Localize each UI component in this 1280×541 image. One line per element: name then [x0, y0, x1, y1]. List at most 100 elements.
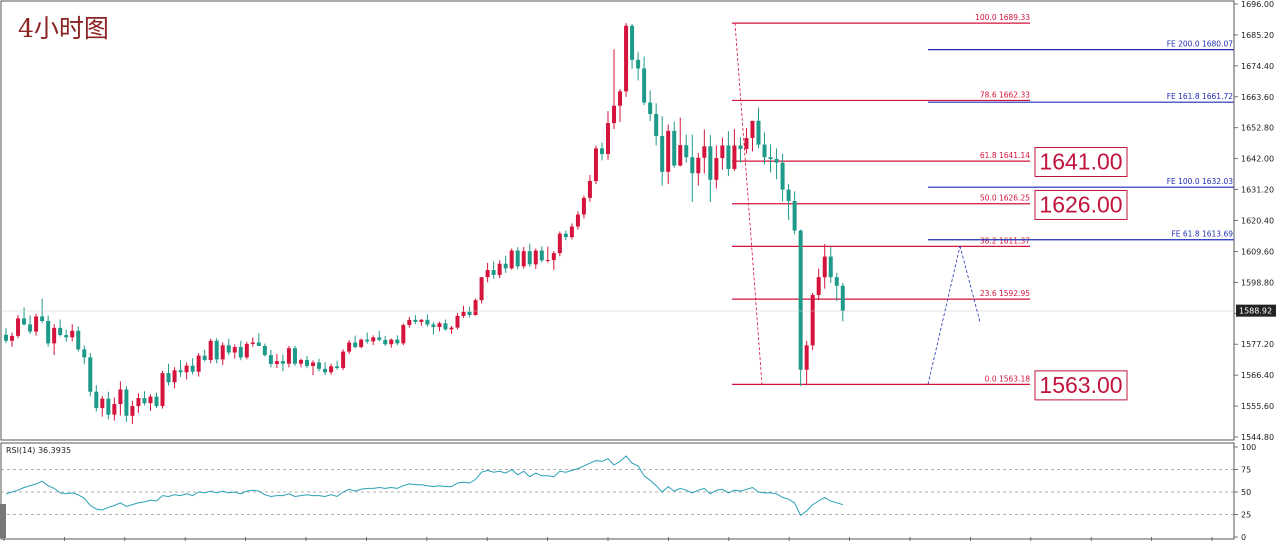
candle-body [431, 324, 436, 328]
candle-body [485, 270, 490, 278]
candle-body [702, 146, 707, 158]
candle-body [696, 157, 701, 174]
candle-body [593, 148, 598, 181]
candle-body [130, 406, 135, 416]
candle-body [774, 158, 779, 163]
candle-body [142, 398, 147, 404]
candle-body [16, 318, 21, 336]
fe-level-label: FE 200.0 1680.07 [1167, 40, 1234, 49]
candle-body [371, 337, 376, 342]
candle-body [401, 325, 406, 344]
rsi-series [5, 455, 843, 517]
candle-body [551, 253, 556, 261]
candle-body [383, 339, 388, 345]
candle-body [497, 263, 502, 275]
fibonacci-retracement[interactable]: 100.0 1689.33 78.6 1662.33 61.8 1641.14 50.… [732, 13, 1030, 385]
candle-body [545, 260, 550, 262]
candle-body [76, 330, 81, 350]
candle-body [587, 180, 592, 198]
candle-body [268, 355, 273, 364]
rsi-axis: 100 75 50 25 0 [1234, 443, 1256, 541]
candle-body [329, 366, 334, 373]
candle-body [190, 365, 195, 372]
candle-body [624, 25, 629, 92]
price-tick-label: 1577.20 [1241, 340, 1274, 349]
candle-body [521, 251, 526, 267]
candle-body [256, 342, 261, 346]
candle-body [738, 145, 743, 149]
candle-body [100, 398, 105, 409]
candle-body [636, 59, 641, 69]
candle-body [413, 319, 418, 322]
candle-body [244, 343, 249, 358]
candle-body [202, 355, 207, 360]
candle-body [106, 398, 111, 415]
candle-body [455, 315, 460, 328]
candle-body [828, 256, 833, 278]
candle-body [286, 348, 291, 364]
price-tick-label: 1566.40 [1241, 371, 1274, 380]
candle-body [136, 398, 141, 407]
candle-body [443, 323, 448, 330]
fib-level-label: 78.6 1662.33 [980, 90, 1030, 99]
candle-body [804, 345, 809, 370]
candle-body [768, 157, 773, 159]
rsi-tick-label: 100 [1241, 443, 1256, 452]
candle-body [437, 323, 442, 328]
price-tick-label: 1609.60 [1241, 247, 1274, 256]
candle-body [840, 285, 845, 311]
fib-level-label: 61.8 1641.14 [980, 151, 1030, 160]
candle-body [353, 342, 358, 348]
current-price-value: 1588.92 [1239, 307, 1272, 316]
candle-body [323, 368, 328, 373]
candle-body [750, 120, 755, 139]
candle-body [34, 316, 39, 332]
candle-body [834, 277, 839, 286]
candle-body [250, 342, 255, 344]
fe-trendline [959, 245, 981, 322]
price-box-label: 1626.00 [1039, 191, 1122, 217]
candle-body [599, 148, 604, 155]
rsi-tick-label: 0 [1241, 533, 1246, 541]
rsi-label: RSI(14) 36.3935 [6, 446, 71, 455]
candle-body [148, 396, 153, 404]
fibonacci-expansion[interactable]: FE 200.0 1680.07 FE 161.8 1661.72 FE 100.0… [928, 40, 1234, 241]
candle-body [220, 345, 225, 360]
fe-level-label: FE 100.0 1632.03 [1167, 177, 1234, 186]
candle-body [461, 311, 466, 316]
candle-body [64, 335, 69, 338]
price-tick-label: 1642.00 [1241, 155, 1274, 164]
candle-body [70, 330, 75, 338]
candle-body [660, 136, 665, 172]
candle-body [226, 345, 231, 353]
price-tick-label: 1652.80 [1241, 124, 1274, 133]
candle-body [684, 145, 689, 158]
candle-body [341, 351, 346, 368]
price-tick-label: 1631.20 [1241, 186, 1274, 195]
candle-body [184, 365, 189, 373]
candle-body [618, 91, 623, 106]
scroll-handle[interactable] [0, 504, 6, 538]
price-axis: 1696.00 1685.20 1674.40 1663.60 1652.80 1642.… [1234, 0, 1276, 442]
candle-body [726, 145, 731, 169]
candle-body [305, 359, 309, 366]
candle-body [527, 251, 532, 265]
candle-body [780, 162, 785, 190]
fe-level-label: FE 161.8 1661.72 [1167, 92, 1234, 101]
candle-body [798, 230, 803, 370]
candle-body [581, 197, 586, 215]
candle-body [744, 138, 749, 149]
candle-body [46, 321, 51, 344]
candle-body [112, 404, 117, 415]
price-box-label: 1563.00 [1039, 372, 1122, 398]
rsi-tick-label: 75 [1241, 466, 1251, 475]
candle-body [569, 226, 574, 238]
candle-body [425, 319, 430, 325]
price-tick-label: 1620.40 [1241, 217, 1274, 226]
candle-body [40, 316, 45, 322]
candle-body [720, 145, 725, 159]
candle-body [154, 396, 159, 407]
fib-level-label: 100.0 1689.33 [975, 13, 1030, 22]
candle-body [533, 250, 538, 265]
